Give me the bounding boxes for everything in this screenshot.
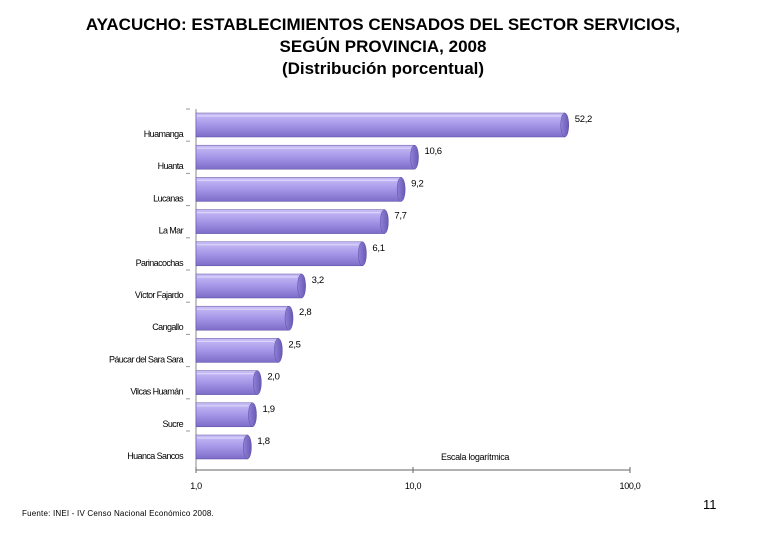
value-label: 2,8 xyxy=(299,307,311,318)
bar-group xyxy=(186,108,569,138)
x-tick-label: 100,0 xyxy=(619,481,640,491)
category-label: Huanta xyxy=(158,161,184,171)
page-number: 11 xyxy=(703,497,717,512)
bar-cap xyxy=(297,273,306,299)
category-label: Cangallo xyxy=(152,322,183,332)
value-label: 9,2 xyxy=(411,178,423,189)
category-label: La Mar xyxy=(159,226,184,236)
bar xyxy=(195,402,253,428)
source-note: Fuente: INEI - IV Censo Nacional Económi… xyxy=(22,509,214,518)
x-tick-label: 10,0 xyxy=(405,481,422,491)
bar-group xyxy=(186,269,306,299)
bar-group xyxy=(186,366,262,395)
value-label: 52,2 xyxy=(575,114,592,125)
category-label: Sucre xyxy=(162,419,183,429)
bar-cap xyxy=(253,370,262,395)
bar xyxy=(195,209,385,234)
category-label: Víctor Fajardo xyxy=(135,290,184,300)
value-label: 2,5 xyxy=(288,339,300,350)
bar-cap xyxy=(243,434,252,460)
value-label: 7,7 xyxy=(394,211,406,222)
bar-cap xyxy=(274,338,283,363)
bar-group xyxy=(186,205,389,234)
bar xyxy=(195,370,258,395)
labels-layer: 52,2 Huamanga 10,6 Huanta 9,2 Lucanas 7,7 La Ma… xyxy=(109,114,592,461)
bar xyxy=(195,273,302,299)
value-label: 1,9 xyxy=(262,404,274,415)
bar-group xyxy=(186,172,406,202)
title-line-2: SEGÚN PROVINCIA, 2008 xyxy=(279,37,487,56)
bar xyxy=(195,177,402,202)
bars-layer xyxy=(186,108,569,460)
bar-cap xyxy=(560,112,569,138)
bar-group xyxy=(186,301,294,331)
bar-cap xyxy=(410,144,419,170)
value-label: 6,1 xyxy=(372,243,384,254)
bar-cap xyxy=(248,402,257,428)
category-label: Huanca Sancos xyxy=(127,451,184,461)
chart-title: AYACUCHO: ESTABLECIMIENTOS CENSADOS DEL … xyxy=(0,14,766,80)
bar xyxy=(195,434,248,460)
category-label: Vilcas Huamán xyxy=(130,387,183,397)
category-label: Parinacochas xyxy=(136,258,184,268)
log-scale-annotation: Escala logarítmica xyxy=(441,452,509,462)
bar-group xyxy=(186,430,252,460)
bar-group xyxy=(186,140,419,170)
bar-cap xyxy=(380,209,389,234)
category-label: Páucar del Sara Sara xyxy=(109,354,184,364)
value-label: 10,6 xyxy=(424,146,441,157)
bar-group xyxy=(186,398,257,428)
value-label: 3,2 xyxy=(312,275,324,286)
bar-group xyxy=(186,333,283,363)
category-label: Huamanga xyxy=(144,129,184,139)
category-label: Lucanas xyxy=(153,193,184,203)
value-label: 1,8 xyxy=(257,436,269,447)
title-line-3: (Distribución porcentual) xyxy=(281,59,485,78)
x-tick-label: 1,0 xyxy=(190,481,202,491)
bar xyxy=(195,241,363,267)
bar xyxy=(195,112,565,138)
value-label: 2,0 xyxy=(267,372,279,383)
bar-cap xyxy=(358,241,367,267)
title-line-1: AYACUCHO: ESTABLECIMIENTOS CENSADOS DEL … xyxy=(85,15,681,34)
bar xyxy=(195,305,290,331)
bar xyxy=(195,144,415,170)
bar-cap xyxy=(284,305,294,331)
bar-cap xyxy=(396,177,406,202)
bar-group xyxy=(186,237,367,267)
